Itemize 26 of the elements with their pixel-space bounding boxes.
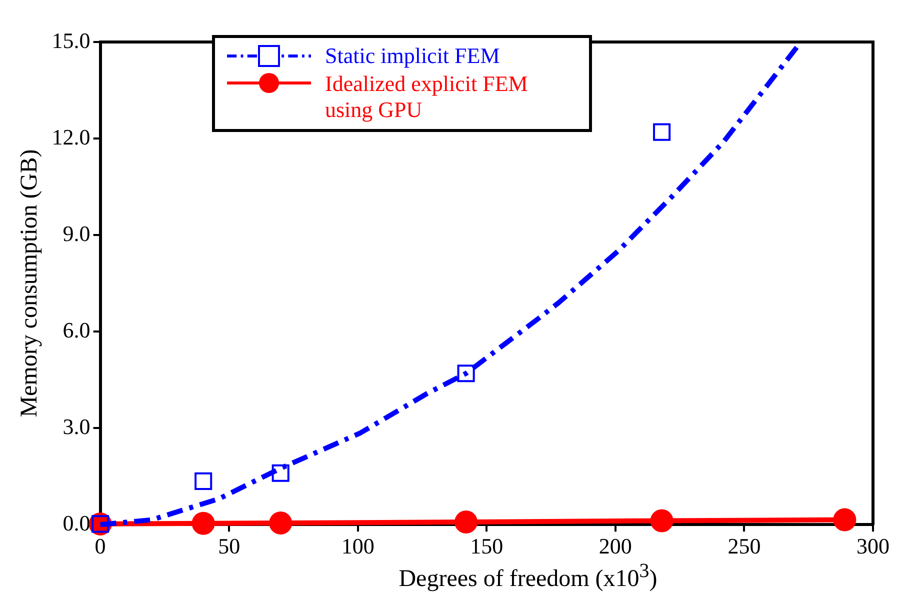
point xyxy=(272,464,290,482)
x-tick-label: 0 xyxy=(94,534,106,559)
x-tick-label: 150 xyxy=(470,534,504,559)
x-tick-label: 250 xyxy=(728,534,761,559)
point xyxy=(833,508,856,532)
x-tick-label: 100 xyxy=(341,534,374,559)
y-axis-title: Memory consumption (GB) xyxy=(16,149,43,418)
x-tick-label: 50 xyxy=(218,534,240,559)
x-tick-label: 200 xyxy=(598,534,632,559)
legend-label: Idealized explicit FEM using GPU xyxy=(325,71,529,123)
y-tick-label: 9.0 xyxy=(62,220,90,246)
point xyxy=(650,509,674,532)
y-tick-label: 6.0 xyxy=(62,317,90,342)
point xyxy=(454,510,478,534)
y-tick-label: 3.0 xyxy=(62,414,90,439)
point xyxy=(457,364,475,382)
x-tick-label: 300 xyxy=(856,534,890,559)
y-tick-label: 15.0 xyxy=(52,28,90,53)
y-tick-label: 12.0 xyxy=(52,124,90,150)
point xyxy=(653,123,671,141)
point xyxy=(269,511,292,534)
y-tick-label: 0.0 xyxy=(62,510,90,536)
legend-label: Static implicit FEM xyxy=(325,43,500,69)
x-axis-title: Degrees of freedom (x10$^{3}$) xyxy=(398,560,658,592)
point xyxy=(194,472,212,490)
point xyxy=(192,512,215,535)
